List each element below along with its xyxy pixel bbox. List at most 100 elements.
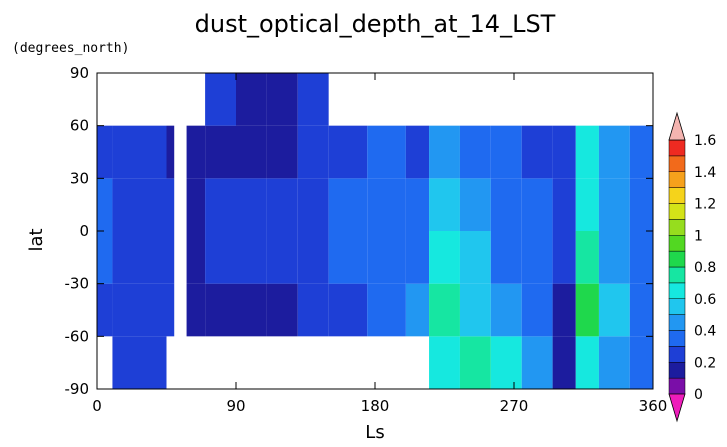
y-tick-label: 0: [79, 222, 89, 240]
heatmap-cell: [552, 231, 576, 284]
heatmap-cell: [367, 283, 406, 337]
heatmap-cell: [112, 231, 167, 284]
heatmap-cell: [266, 283, 298, 337]
heatmap-cell: [205, 125, 236, 179]
heatmap-cell: [405, 283, 430, 337]
heatmap-cell: [112, 283, 167, 337]
heatmap-cell: [97, 178, 113, 231]
x-tick-label: 90: [226, 397, 245, 415]
colorbar-swatch: [668, 139, 686, 157]
colorbar-swatch: [668, 187, 686, 204]
heatmap-cell: [367, 125, 406, 179]
heatmap-cell: [97, 231, 113, 284]
heatmap-cell: [166, 283, 175, 337]
colorbar-swatch: [668, 250, 686, 268]
heatmap-cell: [459, 231, 491, 284]
x-tick-label: 180: [361, 397, 390, 415]
x-axis-label: Ls: [365, 422, 384, 443]
heatmap-cell: [552, 125, 576, 179]
heatmap-cell: [521, 178, 553, 231]
heatmap-cell: [521, 336, 553, 389]
y-tick-label: -60: [65, 327, 90, 345]
heatmap-cell: [236, 231, 267, 284]
colorbar-swatch: [668, 346, 686, 363]
colorbar-swatch: [668, 266, 686, 284]
heatmap-cell: [166, 125, 175, 179]
heatmap-cell: [598, 336, 630, 389]
heatmap-cell: [521, 125, 553, 179]
heatmap-cell: [266, 73, 298, 126]
heatmap-cell: [297, 283, 329, 337]
heatmap-cell: [297, 73, 329, 126]
heatmap-cell: [629, 178, 653, 231]
x-tick-label: 0: [92, 397, 102, 415]
heatmap-cell: [205, 178, 236, 231]
colorbar-tick-label: 0.6: [694, 292, 716, 308]
colorbar-swatch: [668, 298, 686, 315]
y-tick-label: -30: [65, 275, 90, 293]
x-axis: 0 90 180 270 360: [92, 73, 667, 415]
heatmap-cell: [521, 283, 553, 337]
heatmap-cell: [236, 125, 267, 179]
heatmap-cell: [405, 178, 430, 231]
x-tick-label: 270: [500, 397, 529, 415]
heatmap-cell: [575, 178, 599, 231]
heatmap-cell: [186, 125, 206, 179]
y-tick-label: 30: [70, 169, 89, 187]
heatmap-cell: [490, 231, 522, 284]
y-axis: 90 60 30 0 -30 -60 -90: [65, 64, 653, 398]
heatmap-cell: [266, 231, 298, 284]
heatmap-cell: [328, 178, 368, 231]
heatmap-cell: [236, 178, 267, 231]
heatmap-cell: [429, 178, 460, 231]
chart-title: dust_optical_depth_at_14_LST: [195, 10, 556, 38]
heatmap-cell: [575, 283, 599, 337]
heatmap-cell: [575, 336, 599, 389]
heatmap-cell: [112, 178, 167, 231]
heatmap-cell: [552, 283, 576, 337]
y-tick-label: 90: [70, 64, 89, 82]
colorbar-swatch: [668, 235, 686, 252]
heatmap-cell: [328, 125, 368, 179]
heatmap-cell: [205, 283, 236, 337]
colorbar-tick-label: 0.4: [694, 324, 716, 340]
heatmap-cell: [575, 231, 599, 284]
heatmap-cell: [598, 231, 630, 284]
heatmap-cell: [429, 125, 460, 179]
heatmap-cell: [490, 336, 522, 389]
heatmap-cell: [166, 231, 175, 284]
heatmap-cell: [166, 178, 175, 231]
heatmap-cell: [97, 283, 113, 337]
heatmap-cell: [429, 283, 460, 337]
heatmap-cell: [405, 125, 430, 179]
colorbar-swatch: [668, 203, 686, 220]
heatmap-cell: [490, 178, 522, 231]
heatmap-cell: [328, 283, 368, 337]
colorbar-swatch: [668, 171, 686, 188]
colorbar-tick-label: 0: [694, 387, 703, 403]
y-axis-label: lat: [26, 228, 47, 251]
colorbar-tick-label: 0.8: [694, 260, 716, 276]
heatmap-cell: [297, 125, 329, 179]
colorbar-over-triangle: [668, 111, 686, 141]
heatmap-cell: [459, 283, 491, 337]
heatmap-cell: [629, 231, 653, 284]
heatmap-cell: [97, 125, 113, 179]
y-units-label: (degrees_north): [12, 41, 129, 56]
heatmap-cell: [598, 125, 630, 179]
colorbar-swatch: [668, 377, 686, 395]
heatmap-cell: [112, 125, 167, 179]
heatmap-cell: [459, 178, 491, 231]
heatmap-cell: [367, 178, 406, 231]
heatmap-cell: [629, 283, 653, 337]
colorbar-swatch: [668, 314, 686, 331]
heatmap-cell: [575, 125, 599, 179]
heatmap-cell: [186, 231, 206, 284]
heatmap-cell: [459, 125, 491, 179]
heatmap-cell: [328, 231, 368, 284]
heatmap-cell: [629, 125, 653, 179]
y-tick-label: -90: [65, 380, 90, 398]
colorbar-swatch: [668, 282, 686, 299]
colorbar-swatch: [668, 362, 686, 379]
